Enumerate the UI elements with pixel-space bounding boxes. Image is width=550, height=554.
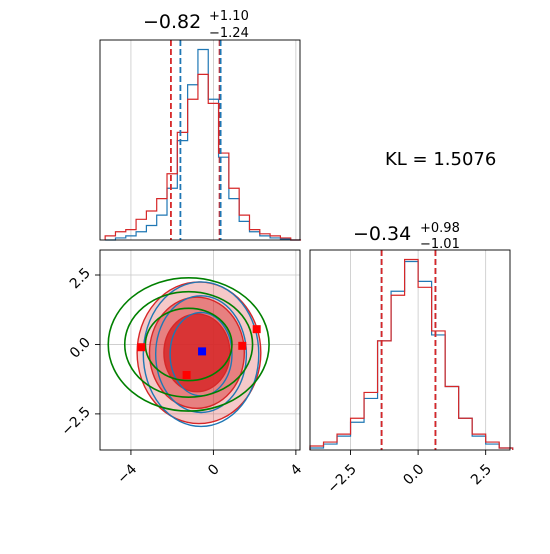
blue-marker [198,347,207,356]
marginal-1-quantile-lines [170,40,222,240]
histogram-series-red [309,258,514,450]
joint-x-ticks: −4 0 4 [114,450,305,487]
blue-contour [142,281,260,428]
x-tick-label: −4 [114,461,140,487]
kl-annotation: KL = 1.5076 [385,149,496,170]
red-marker [137,343,146,352]
joint-panel: −4 0 4 −2.5 0.0 2.5 [59,249,305,487]
marginal-2-title-lower: −1.01 [420,237,460,252]
joint-y-ticks: −2.5 0.0 2.5 [59,265,100,439]
joint-green-contours [107,276,270,412]
y-tick-label: 0.0 [67,335,94,362]
marginal-2-frame [309,249,511,451]
marginal-1-title: −0.82 +1.10 −1.24 [143,9,249,41]
marginal-2-title: −0.34 +0.98 −1.01 [353,221,460,252]
marginal-1-title-lower: −1.24 [209,26,249,41]
blue-contour [154,295,248,414]
green-contour [144,307,233,382]
marginal-2-quantile-lines [380,250,437,450]
marginal-2-x-ticks: −2.5 0.0 2.5 [325,450,495,497]
y-tick-label: −2.5 [59,404,94,439]
marginal-1-panel [99,39,302,241]
histogram-series-red [104,73,302,241]
red-marker [252,325,261,334]
x-tick-label: 2.5 [468,461,495,488]
x-tick-label: −2.5 [325,461,360,496]
red-marker [182,371,191,379]
x-tick-label: 0 [205,461,223,479]
marginal-2-panel: −2.5 0.0 2.5 [309,249,514,497]
joint-frame [99,249,301,451]
x-tick-label: 0.0 [400,461,427,488]
red-marker [238,341,247,350]
marginal-2-title-median: −0.34 [353,223,411,245]
joint-markers [137,325,261,379]
marginal-1-grid [130,40,297,240]
marginal-1-frame [99,39,301,241]
marginal-2-title-upper: +0.98 [420,221,460,236]
marginal-1-title-median: −0.82 [143,11,201,33]
x-tick-label: 4 [288,461,306,479]
histogram-series-blue [105,48,302,241]
marginal-1-title-upper: +1.10 [209,9,249,24]
marginal-2-series [309,258,514,450]
histogram-series-blue [309,260,514,450]
green-contour [123,290,254,399]
green-contour [107,276,270,412]
red-contour [163,313,231,393]
y-tick-label: 2.5 [67,265,94,292]
marginal-1-series [104,48,302,241]
